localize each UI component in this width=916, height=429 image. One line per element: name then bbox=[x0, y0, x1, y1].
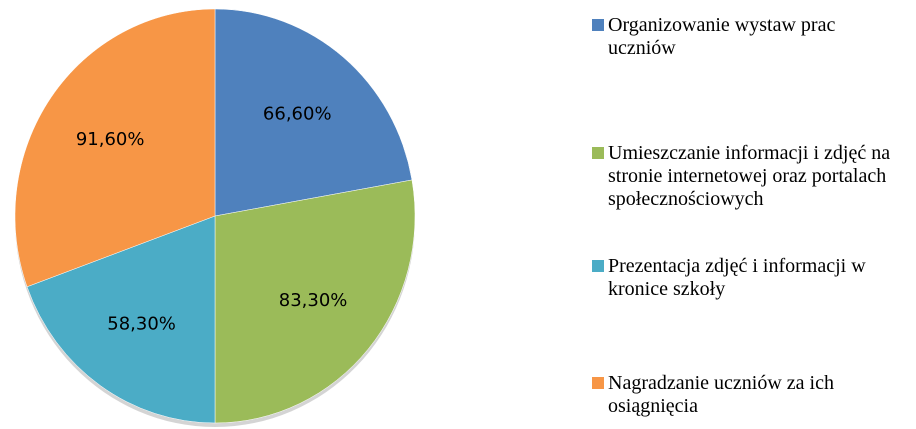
legend-swatch bbox=[592, 19, 604, 31]
pie-slice bbox=[26, 215, 216, 424]
pie-slice bbox=[214, 179, 416, 424]
legend-entry: Nagradzanie uczniów za ich osiągnięcia bbox=[592, 372, 902, 418]
legend-label: Prezentacja zdjęć i informacji w kronice… bbox=[608, 255, 866, 300]
data-label: 83,30% bbox=[279, 290, 348, 311]
legend-label: Organizowanie wystaw prac uczniów bbox=[608, 14, 836, 59]
data-label: 91,60% bbox=[76, 129, 145, 150]
legend-swatch bbox=[592, 377, 604, 389]
data-label: 58,30% bbox=[107, 314, 176, 335]
data-label: 66,60% bbox=[263, 103, 332, 124]
legend-label: Nagradzanie uczniów za ich osiągnięcia bbox=[608, 372, 834, 417]
legend-swatch bbox=[592, 260, 604, 272]
pie-slice bbox=[14, 8, 216, 288]
legend-swatch bbox=[592, 147, 604, 159]
legend-entry: Umieszczanie informacji i zdjęć na stron… bbox=[592, 142, 902, 211]
legend-entry: Prezentacja zdjęć i informacji w kronice… bbox=[592, 255, 902, 301]
legend-entry: Organizowanie wystaw prac uczniów bbox=[592, 14, 902, 60]
legend-label: Umieszczanie informacji i zdjęć na stron… bbox=[608, 142, 891, 210]
pie-slice bbox=[214, 8, 413, 217]
